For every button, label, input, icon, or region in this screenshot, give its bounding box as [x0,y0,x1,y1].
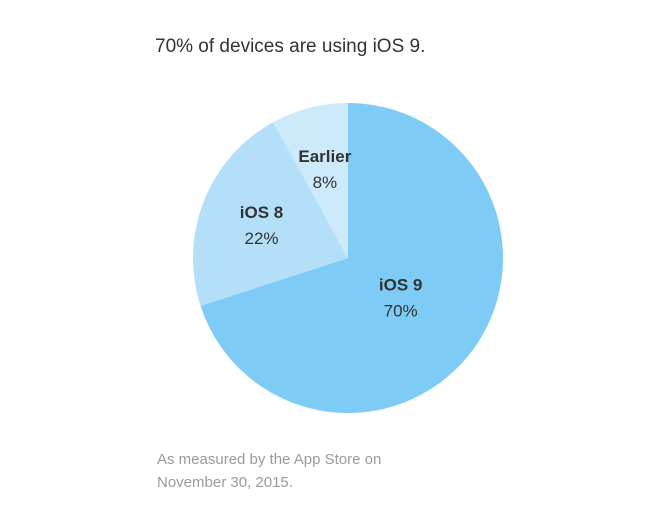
slice-value: 22% [245,229,279,248]
pie-slice [200,103,503,413]
slice-label: iOS 9 [379,275,422,294]
slice-label: Earlier [298,147,351,166]
footnote: As measured by the App Store on November… [157,451,382,491]
slice-value: 70% [384,301,418,320]
chart: 70% of devices are using iOS 9. iOS 9 70%… [155,36,503,413]
slice-value: 8% [313,173,338,192]
pie-slice [273,103,348,258]
chart-title: 70% of devices are using iOS 9. [155,36,425,57]
slice-label: iOS 8 [240,203,283,222]
pie-slice [193,122,348,306]
